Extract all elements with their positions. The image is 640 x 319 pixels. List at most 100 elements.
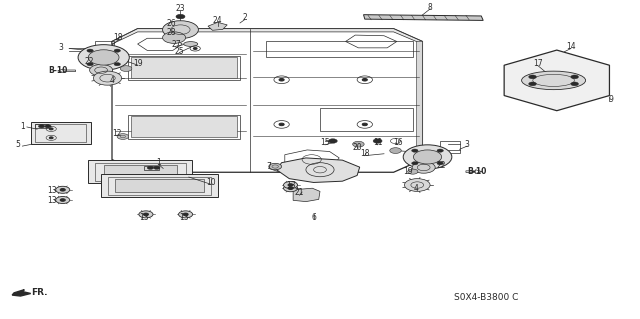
Text: 11: 11 <box>373 138 382 147</box>
Text: 18: 18 <box>360 149 369 158</box>
Text: 9: 9 <box>609 95 614 104</box>
Circle shape <box>362 78 367 81</box>
Circle shape <box>117 134 129 139</box>
Text: 19: 19 <box>403 167 413 176</box>
Text: 20: 20 <box>352 143 362 152</box>
Text: B-10: B-10 <box>467 167 486 176</box>
Circle shape <box>114 49 120 52</box>
Text: 1: 1 <box>20 122 25 130</box>
Polygon shape <box>131 57 237 78</box>
Text: 22: 22 <box>85 57 94 66</box>
Circle shape <box>403 145 452 169</box>
Text: 19: 19 <box>132 59 143 68</box>
Text: 1: 1 <box>156 158 161 167</box>
Circle shape <box>120 66 132 71</box>
Circle shape <box>139 211 153 218</box>
Circle shape <box>60 189 65 191</box>
Circle shape <box>353 141 364 147</box>
Circle shape <box>413 150 442 164</box>
Circle shape <box>279 78 284 81</box>
Circle shape <box>56 186 70 193</box>
Text: 26: 26 <box>166 19 176 28</box>
Circle shape <box>88 50 119 65</box>
Text: 16: 16 <box>393 138 403 147</box>
FancyArrow shape <box>58 69 76 73</box>
Text: 14: 14 <box>566 42 576 51</box>
Circle shape <box>93 71 122 85</box>
Polygon shape <box>504 50 609 111</box>
Circle shape <box>571 75 579 79</box>
Text: 4: 4 <box>413 184 419 193</box>
Text: 15: 15 <box>320 138 330 147</box>
Circle shape <box>284 182 298 189</box>
Polygon shape <box>31 122 91 144</box>
Circle shape <box>163 32 186 43</box>
Text: 8: 8 <box>428 3 433 11</box>
Circle shape <box>49 137 53 139</box>
Text: 27: 27 <box>171 40 181 49</box>
Circle shape <box>288 184 293 186</box>
Polygon shape <box>104 165 177 179</box>
Polygon shape <box>208 22 227 30</box>
Circle shape <box>529 75 536 79</box>
Circle shape <box>78 45 129 70</box>
Circle shape <box>373 139 382 143</box>
Circle shape <box>193 48 197 49</box>
Circle shape <box>529 82 536 86</box>
Text: 13: 13 <box>47 196 58 205</box>
Circle shape <box>163 21 198 39</box>
Text: 13: 13 <box>139 213 149 222</box>
Text: 23: 23 <box>175 4 186 13</box>
Text: 13: 13 <box>47 186 58 195</box>
Circle shape <box>437 149 444 152</box>
Text: 21: 21 <box>295 189 304 197</box>
Text: 22: 22 <box>437 161 446 170</box>
Polygon shape <box>12 290 31 296</box>
Circle shape <box>284 185 298 192</box>
Text: 13: 13 <box>179 213 189 222</box>
Circle shape <box>288 187 293 189</box>
Text: FR.: FR. <box>31 288 47 297</box>
Text: 24: 24 <box>212 16 223 25</box>
Polygon shape <box>416 41 422 160</box>
Polygon shape <box>115 179 204 192</box>
Circle shape <box>571 82 579 86</box>
Text: B-10: B-10 <box>48 66 67 75</box>
Circle shape <box>408 169 418 174</box>
Circle shape <box>114 63 120 66</box>
Circle shape <box>147 166 154 169</box>
Text: 10: 10 <box>206 178 216 187</box>
Circle shape <box>390 148 401 153</box>
FancyArrow shape <box>466 170 482 174</box>
Text: 4: 4 <box>109 76 115 85</box>
Polygon shape <box>131 116 237 137</box>
Polygon shape <box>276 158 360 182</box>
Circle shape <box>56 197 70 204</box>
Text: 2: 2 <box>242 13 247 22</box>
Circle shape <box>90 64 113 76</box>
Circle shape <box>412 162 435 173</box>
Text: 7: 7 <box>266 162 271 171</box>
Text: S0X4-B3800 C: S0X4-B3800 C <box>454 293 518 302</box>
Ellipse shape <box>184 42 198 46</box>
Circle shape <box>87 49 93 52</box>
Circle shape <box>437 162 444 165</box>
Text: 6: 6 <box>311 213 316 222</box>
Circle shape <box>269 163 282 170</box>
Text: 13: 13 <box>285 181 296 189</box>
Circle shape <box>179 211 193 218</box>
Circle shape <box>45 125 51 128</box>
Ellipse shape <box>522 71 586 90</box>
Circle shape <box>362 123 367 126</box>
Circle shape <box>404 179 430 191</box>
Polygon shape <box>88 160 192 183</box>
Polygon shape <box>364 15 483 20</box>
Text: 17: 17 <box>532 59 543 68</box>
Circle shape <box>412 149 418 152</box>
Circle shape <box>38 125 45 128</box>
Circle shape <box>60 199 65 201</box>
Circle shape <box>176 14 185 19</box>
Circle shape <box>154 166 160 169</box>
Polygon shape <box>293 188 320 202</box>
Circle shape <box>49 128 53 130</box>
